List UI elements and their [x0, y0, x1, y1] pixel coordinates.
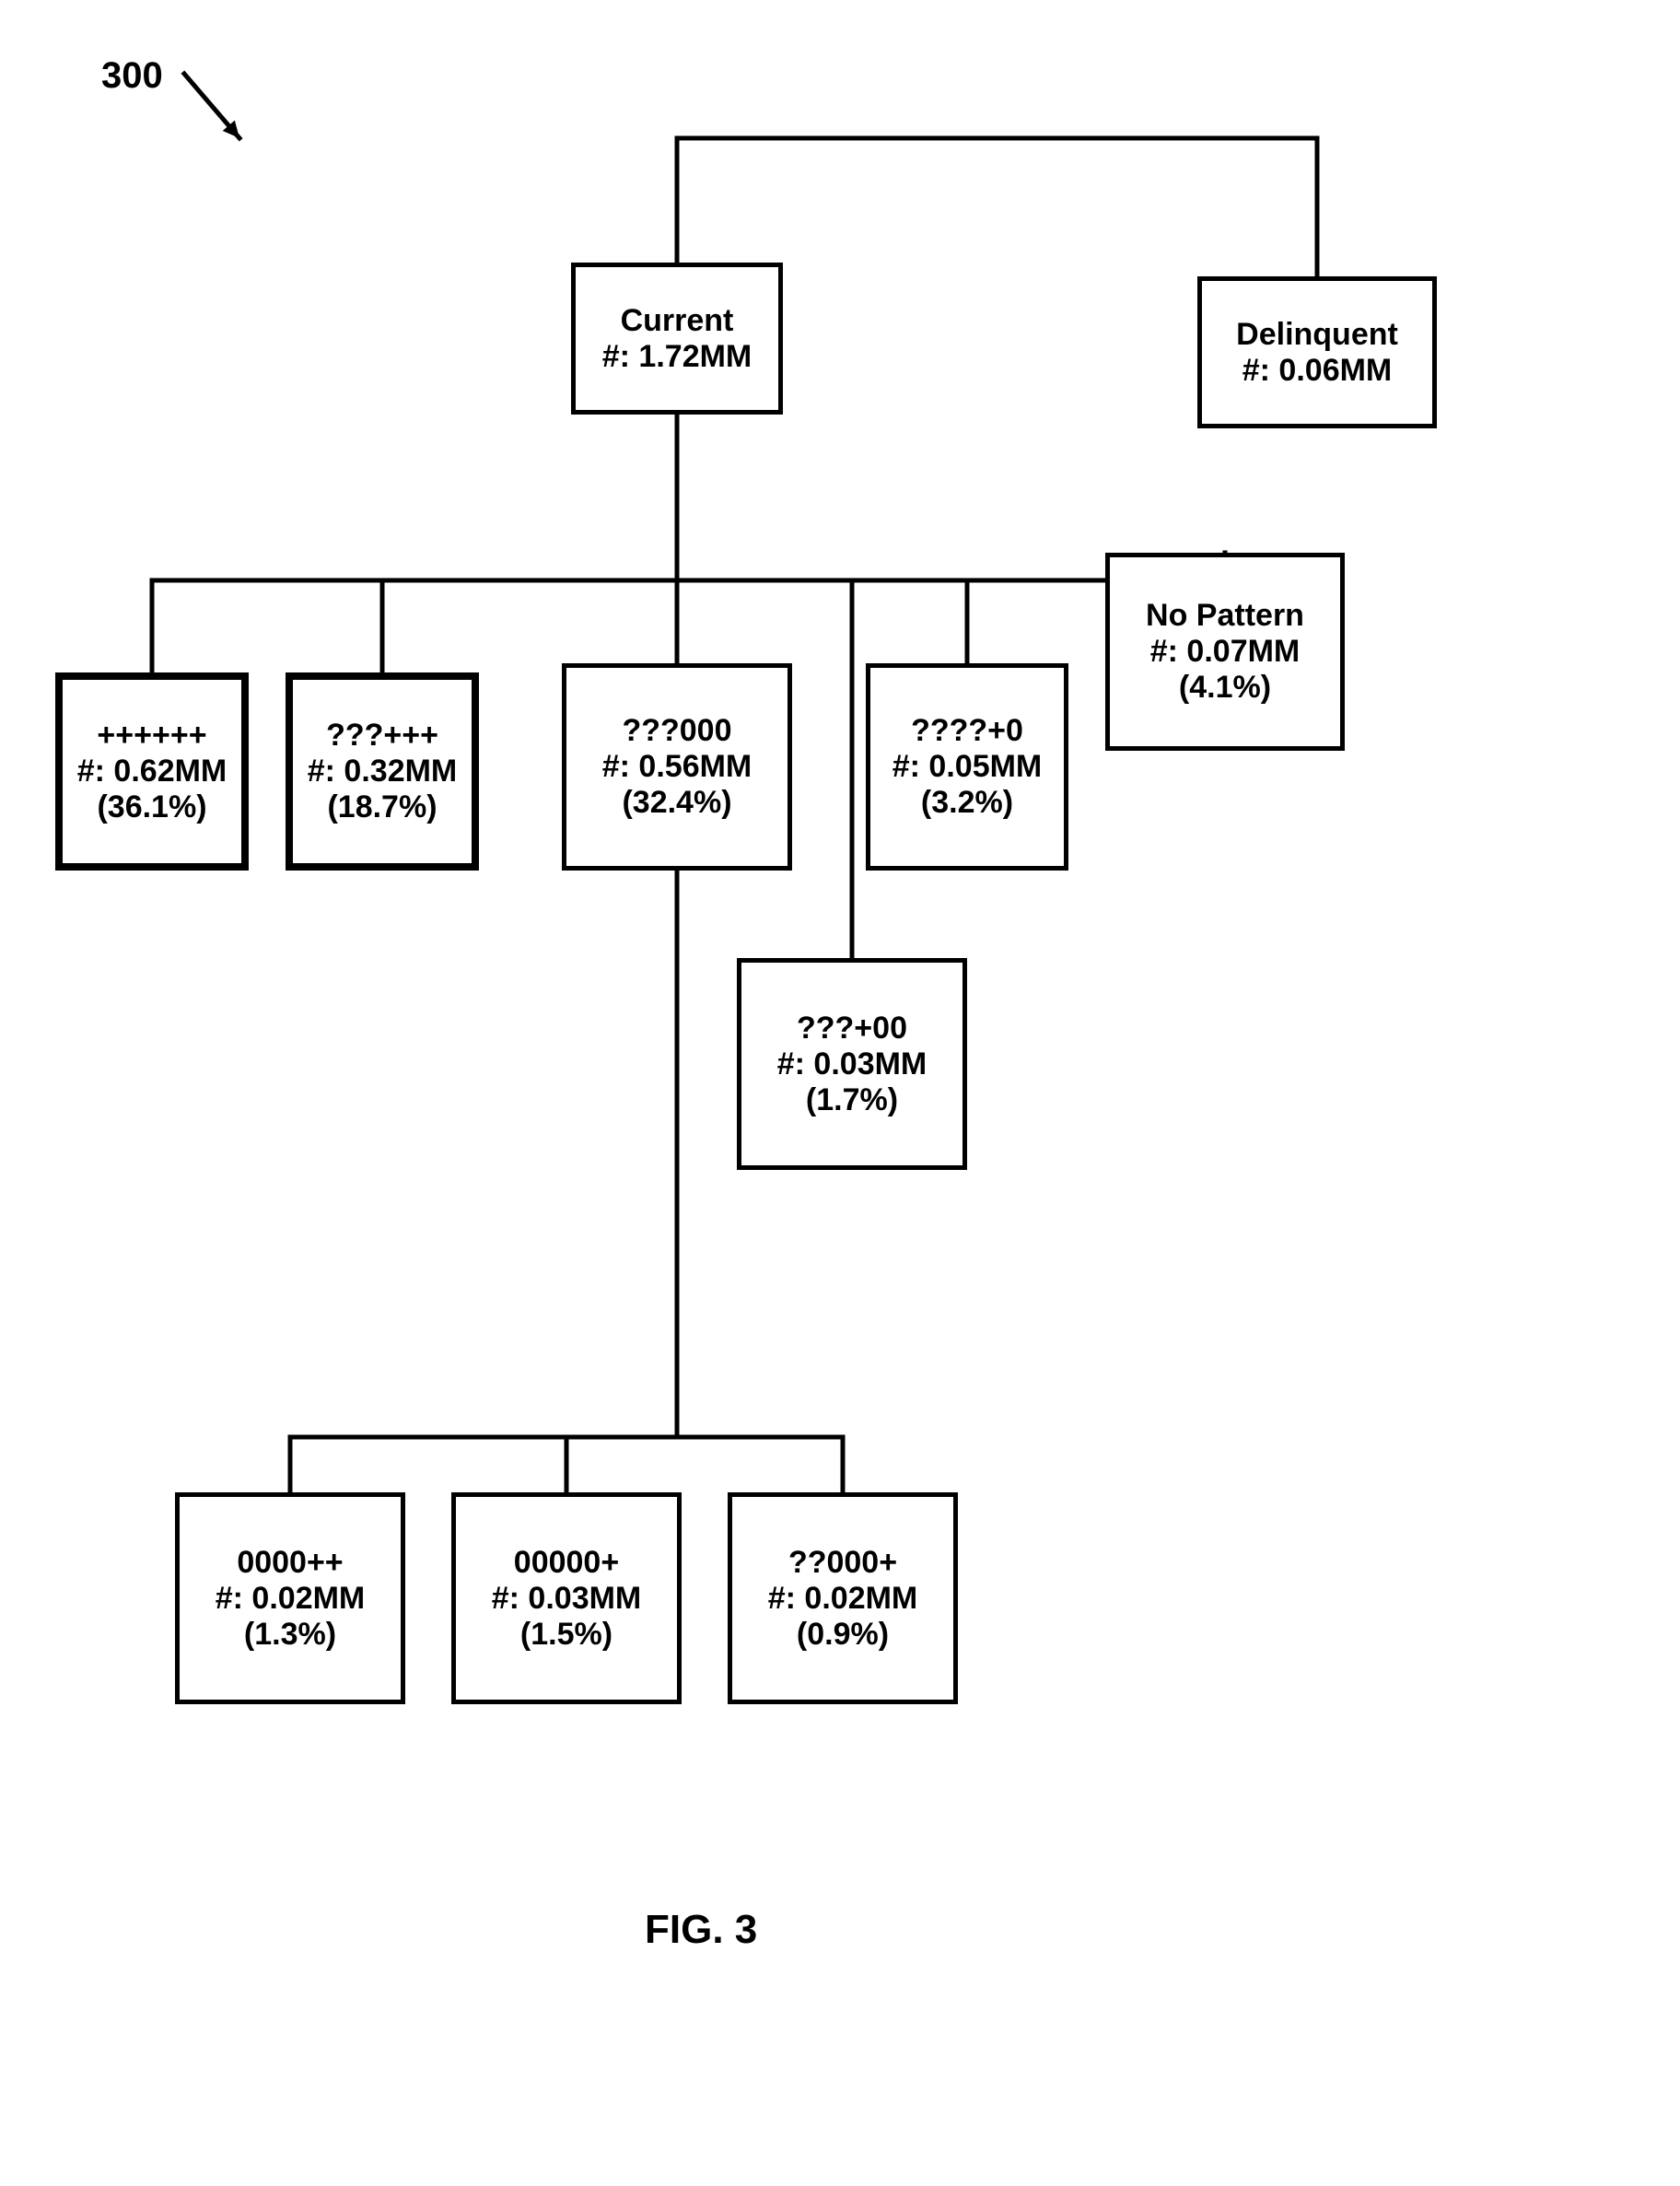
node-p_0000pp: 0000++#: 0.02MM(1.3%) [175, 1492, 405, 1704]
node-p_plus6: ++++++#: 0.62MM(36.1%) [55, 672, 249, 871]
node-p_qq000p-line-0: ??000+ [788, 1545, 897, 1581]
node-p_q3plus00-line-1: #: 0.03MM [777, 1046, 928, 1082]
node-p_q3plus3-line-0: ???+++ [326, 718, 438, 754]
node-p_0000pp-line-0: 0000++ [237, 1545, 343, 1581]
node-no_pattern-line-2: (4.1%) [1179, 670, 1271, 706]
node-p_plus6-line-0: ++++++ [97, 718, 206, 754]
node-p_q3000-line-1: #: 0.56MM [602, 749, 752, 785]
node-p_q4plus0-line-2: (3.2%) [921, 785, 1013, 821]
node-p_0000pp-line-2: (1.3%) [244, 1617, 336, 1653]
node-current-line-1: #: 1.72MM [602, 339, 752, 375]
node-delinquent-line-0: Delinquent [1236, 317, 1398, 353]
node-p_q3plus3: ???+++#: 0.32MM(18.7%) [286, 672, 479, 871]
node-delinquent-line-1: #: 0.06MM [1242, 353, 1393, 389]
node-p_q4plus0-line-1: #: 0.05MM [892, 749, 1043, 785]
node-p_q3plus3-line-1: #: 0.32MM [308, 754, 458, 789]
node-p_q3000: ???000#: 0.56MM(32.4%) [562, 663, 792, 871]
node-current-line-0: Current [621, 303, 734, 339]
reference-numeral: 300 [101, 55, 163, 97]
node-p_q3000-line-0: ???000 [622, 713, 731, 749]
reference-numeral-text: 300 [101, 55, 163, 96]
node-p_plus6-line-2: (36.1%) [97, 789, 206, 825]
node-p_plus6-line-1: #: 0.62MM [77, 754, 228, 789]
node-no_pattern: No Pattern#: 0.07MM(4.1%) [1105, 553, 1345, 751]
node-p_q4plus0-line-0: ????+0 [911, 713, 1023, 749]
node-p_q3000-line-2: (32.4%) [622, 785, 731, 821]
node-no_pattern-line-1: #: 0.07MM [1150, 634, 1301, 670]
node-p_qq000p-line-1: #: 0.02MM [768, 1581, 918, 1617]
figure-caption: FIG. 3 [645, 1907, 757, 1953]
node-current: Current#: 1.72MM [571, 263, 783, 415]
diagram-canvas: 300 FIG. 3 Current#: 1.72MMDelinquent#: … [0, 0, 1680, 2186]
node-p_q3plus00-line-2: (1.7%) [806, 1082, 898, 1118]
node-no_pattern-line-0: No Pattern [1146, 598, 1304, 634]
node-p_qq000p-line-2: (0.9%) [797, 1617, 889, 1653]
node-p_0000pp-line-1: #: 0.02MM [216, 1581, 366, 1617]
node-p_q3plus00: ???+00#: 0.03MM(1.7%) [737, 958, 967, 1170]
node-p_q3plus3-line-2: (18.7%) [327, 789, 437, 825]
node-p_q4plus0: ????+0#: 0.05MM(3.2%) [866, 663, 1068, 871]
node-p_00000p-line-1: #: 0.03MM [492, 1581, 642, 1617]
node-p_00000p-line-2: (1.5%) [520, 1617, 612, 1653]
node-p_00000p: 00000+#: 0.03MM(1.5%) [451, 1492, 682, 1704]
figure-caption-text: FIG. 3 [645, 1907, 757, 1952]
node-delinquent: Delinquent#: 0.06MM [1197, 276, 1437, 428]
node-p_00000p-line-0: 00000+ [514, 1545, 619, 1581]
node-p_q3plus00-line-0: ???+00 [797, 1011, 907, 1046]
node-p_qq000p: ??000+#: 0.02MM(0.9%) [728, 1492, 958, 1704]
